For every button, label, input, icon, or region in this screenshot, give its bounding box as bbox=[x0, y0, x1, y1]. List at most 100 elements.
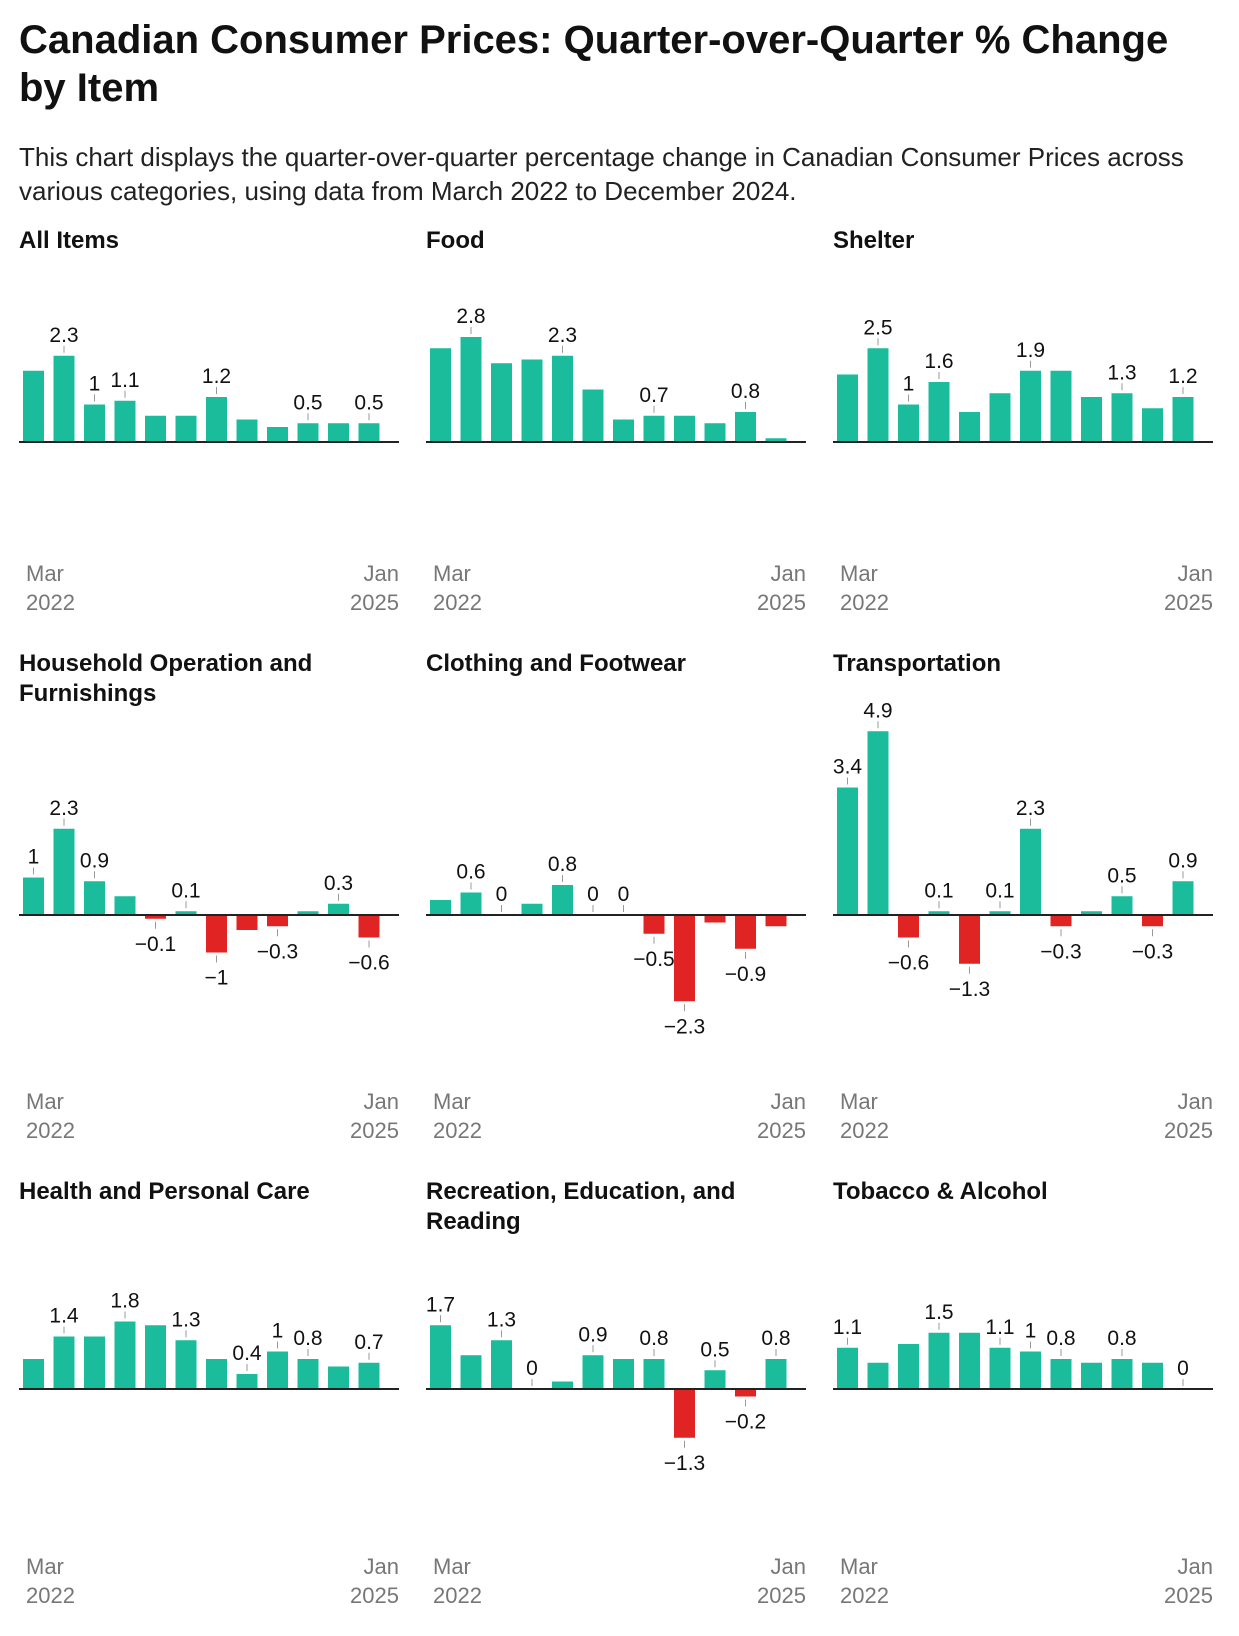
bar bbox=[328, 1366, 349, 1389]
bar bbox=[765, 915, 787, 927]
bar bbox=[735, 915, 756, 949]
data-label: 0.3 bbox=[324, 872, 353, 895]
bar bbox=[765, 1359, 787, 1389]
panel-title: Household Operation and Furnishings bbox=[19, 650, 313, 707]
bar bbox=[175, 1340, 197, 1389]
data-label: 0 bbox=[618, 883, 630, 906]
data-label: 1 bbox=[89, 373, 101, 396]
bar-chart: 1 2.3 0.9 −0.1 0.1 −1 −0.3 0.3 −0.6 bbox=[19, 797, 399, 990]
bar bbox=[674, 915, 695, 1002]
data-label: −0.2 bbox=[725, 1411, 766, 1434]
bar bbox=[23, 877, 44, 915]
bar bbox=[898, 915, 919, 938]
bar bbox=[84, 881, 105, 915]
bar bbox=[1050, 370, 1072, 442]
bar bbox=[358, 1362, 380, 1389]
bar bbox=[1050, 915, 1072, 927]
data-label: 2.3 bbox=[1016, 797, 1045, 820]
data-label: 0.9 bbox=[80, 849, 109, 872]
bar bbox=[735, 412, 756, 442]
x-axis-start-label: Mar 2022 bbox=[840, 1089, 889, 1143]
x-axis-end-label: Jan 2025 bbox=[350, 561, 399, 615]
bar bbox=[704, 1370, 726, 1389]
data-label: 1.6 bbox=[924, 350, 953, 373]
x-axis-start-label: Mar 2022 bbox=[26, 561, 75, 615]
bar-chart: 1.4 1.8 1.3 0.4 1 0.8 0.7 bbox=[19, 1290, 399, 1390]
data-label: 1.7 bbox=[426, 1293, 455, 1316]
bar bbox=[114, 400, 136, 442]
panel-title: Recreation, Education, and Reading bbox=[426, 1178, 736, 1235]
bar bbox=[145, 915, 166, 919]
data-label: 1 bbox=[28, 846, 40, 869]
bar-chart: 3.4 4.9 −0.6 0.1 −1.3 0.1 2.3 −0.3 0.5 −0.3 0.9 bbox=[833, 699, 1213, 1001]
bar bbox=[552, 355, 573, 442]
data-label: 0.8 bbox=[1046, 1327, 1075, 1350]
data-label: 1 bbox=[1025, 1320, 1037, 1343]
data-label: 0.1 bbox=[924, 879, 953, 902]
data-label: 1.3 bbox=[487, 1308, 516, 1331]
x-axis-end-label: Jan 2025 bbox=[757, 1089, 806, 1143]
x-axis-end-label: Jan 2025 bbox=[350, 1089, 399, 1143]
data-label: 1 bbox=[903, 373, 915, 396]
bar bbox=[206, 1359, 227, 1389]
data-label: 0.5 bbox=[700, 1338, 729, 1361]
bar bbox=[23, 370, 44, 442]
bar bbox=[236, 915, 258, 930]
bar bbox=[959, 1332, 980, 1389]
data-label: 1 bbox=[272, 1320, 284, 1343]
panel-title: Shelter bbox=[833, 227, 915, 254]
bar-chart: 1.7 1.3 0 0.9 0.8 −1.3 0.5 −0.2 0.8 bbox=[426, 1293, 806, 1475]
data-label: 1.3 bbox=[171, 1308, 200, 1331]
bar bbox=[1142, 1362, 1163, 1389]
bar bbox=[898, 404, 919, 442]
x-axis-start-label: Mar 2022 bbox=[26, 1089, 75, 1143]
bar bbox=[114, 1321, 136, 1389]
panel-tobacco-alcohol: Tobacco & Alcohol 1.1 1.5 1.1 1 0.8 0.8 0 Mar 2… bbox=[833, 1177, 1213, 1627]
data-label: 0.5 bbox=[1107, 864, 1136, 887]
bar bbox=[674, 415, 695, 442]
bar bbox=[297, 1359, 319, 1389]
data-label: 1.2 bbox=[1168, 365, 1197, 388]
bar bbox=[867, 348, 889, 442]
bar bbox=[1172, 397, 1194, 442]
data-label: −0.6 bbox=[888, 952, 929, 975]
bar bbox=[175, 911, 197, 915]
bar-chart: 2.8 2.3 0.7 0.8 bbox=[426, 305, 806, 443]
panel-clothing-footwear: Clothing and Footwear 0.6 0 0.8 0 0 −0.5 −2.3−… bbox=[426, 649, 806, 1149]
bar bbox=[1142, 915, 1163, 927]
chart-subtitle: This chart displays the quarter-over-qua… bbox=[19, 142, 1184, 206]
bar bbox=[1111, 1359, 1133, 1389]
data-label: 1.5 bbox=[924, 1301, 953, 1324]
bar bbox=[145, 415, 166, 442]
bar bbox=[430, 348, 451, 442]
panel-title: Clothing and Footwear bbox=[426, 650, 686, 677]
bar bbox=[928, 1332, 950, 1389]
bar bbox=[297, 911, 319, 915]
bar bbox=[53, 828, 75, 915]
panel-title: Food bbox=[426, 227, 485, 254]
data-label: 0.9 bbox=[578, 1323, 607, 1346]
bar bbox=[114, 896, 136, 915]
data-label: 0.7 bbox=[639, 384, 668, 407]
data-label: 1.1 bbox=[985, 1316, 1014, 1339]
bar bbox=[735, 1389, 756, 1397]
bar bbox=[928, 382, 950, 442]
bar bbox=[267, 1351, 288, 1389]
bar bbox=[175, 415, 197, 442]
bar bbox=[704, 423, 726, 442]
data-label: −0.3 bbox=[1132, 940, 1173, 963]
bar bbox=[206, 397, 227, 442]
data-label: −0.3 bbox=[1040, 940, 1081, 963]
data-label: 0 bbox=[1177, 1357, 1189, 1380]
data-label: −0.1 bbox=[135, 933, 176, 956]
data-label: −0.5 bbox=[633, 948, 674, 971]
data-label: 0.8 bbox=[548, 853, 577, 876]
bar bbox=[613, 1359, 634, 1389]
x-axis-start-label: Mar 2022 bbox=[433, 1554, 482, 1608]
data-label: −0.3 bbox=[257, 940, 298, 963]
panel-title: Health and Personal Care bbox=[19, 1178, 310, 1205]
data-label: 2.3 bbox=[49, 324, 78, 347]
bar bbox=[267, 915, 288, 927]
data-label: 0.8 bbox=[761, 1327, 790, 1350]
bar bbox=[145, 1325, 166, 1389]
